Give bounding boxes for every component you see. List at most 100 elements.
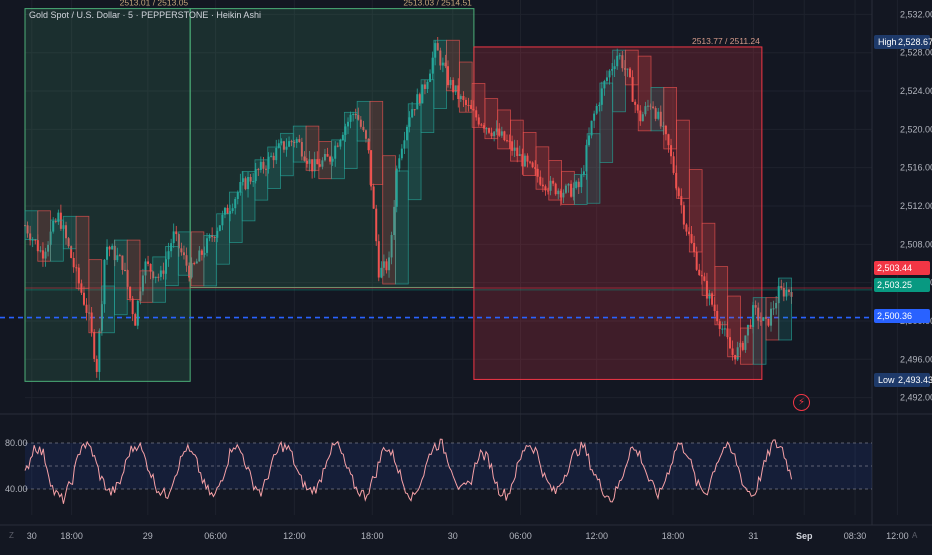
candle-body <box>188 265 191 278</box>
candle-body <box>67 238 70 247</box>
candle-body <box>239 181 242 193</box>
candle-body <box>116 255 119 261</box>
candle-body <box>567 183 570 186</box>
timezone-z-icon[interactable]: Z <box>9 531 14 540</box>
candle-body <box>705 280 708 299</box>
y-tick-label: 2,492.00 <box>900 393 932 403</box>
candle-body <box>403 140 406 149</box>
candle-body <box>544 186 547 191</box>
candle-body <box>693 242 696 252</box>
y-tick-label: 2,520.00 <box>900 124 932 134</box>
candle-body <box>682 205 685 225</box>
candle-body <box>229 211 232 214</box>
candle-body <box>154 276 157 279</box>
candle-body <box>226 207 229 214</box>
candle-body <box>247 177 250 190</box>
candle-body <box>434 43 437 58</box>
low-label: Low <box>878 375 895 385</box>
brick-block <box>535 146 550 190</box>
candle-body <box>385 261 388 271</box>
candle-body <box>536 168 539 177</box>
candle-body <box>198 250 201 262</box>
candle-body <box>180 248 183 253</box>
low-value: 2,493.43 <box>898 375 932 385</box>
candle-body <box>134 314 137 326</box>
candle-body <box>275 147 278 161</box>
x-tick-label: 06:00 <box>509 531 532 541</box>
candle-body <box>462 96 465 100</box>
candle-body <box>516 147 519 156</box>
candle-body <box>431 57 434 74</box>
candle-body <box>785 289 788 297</box>
candle-body <box>429 73 432 82</box>
candle-body <box>636 104 639 111</box>
candle-body <box>182 252 185 256</box>
high-price-tag: High2,528.67 <box>874 35 932 49</box>
candle-body <box>534 167 537 169</box>
candle-body <box>685 224 688 232</box>
candle-body <box>416 94 419 110</box>
legend-interval: 5 <box>128 10 134 20</box>
auto-scale-a-icon[interactable]: A <box>912 531 918 540</box>
candle-body <box>388 257 391 271</box>
candle-body <box>413 109 416 111</box>
candle-body <box>459 96 462 100</box>
candle-body <box>59 212 62 229</box>
candle-body <box>218 225 221 231</box>
candle-body <box>26 225 29 234</box>
candle-body <box>31 239 34 241</box>
candle-body <box>344 126 347 135</box>
candle-body <box>41 250 44 259</box>
candle-body <box>521 154 524 167</box>
brick-block <box>740 327 754 365</box>
candle-body <box>195 261 198 264</box>
candle-body <box>729 337 732 349</box>
candle-body <box>177 234 180 249</box>
candle-body <box>423 84 426 89</box>
candle-body <box>121 255 124 270</box>
lightning-icon[interactable]: ⚡ <box>793 394 810 411</box>
candle-body <box>170 243 173 252</box>
candle-body <box>559 190 562 198</box>
brick-block <box>561 170 575 205</box>
x-tick-label: 06:00 <box>204 531 227 541</box>
candle-body <box>605 77 608 81</box>
candle-body <box>577 181 580 188</box>
candle-body <box>588 135 591 146</box>
x-tick-label: 08:30 <box>844 531 867 541</box>
candle-body <box>152 271 155 279</box>
candle-body <box>77 267 80 284</box>
candle-body <box>623 68 626 70</box>
candle-body <box>490 132 493 137</box>
candle-body <box>449 80 452 86</box>
candle-body <box>57 212 60 222</box>
candle-body <box>641 114 644 122</box>
candle-body <box>241 178 244 182</box>
candle-body <box>359 119 362 127</box>
candle-body <box>621 55 624 69</box>
candle-body <box>98 330 101 372</box>
brick-block <box>165 246 179 287</box>
candle-body <box>426 81 429 89</box>
brick-block <box>522 131 537 176</box>
candle-body <box>141 275 144 292</box>
candle-body <box>106 246 109 260</box>
candle-body <box>503 131 506 141</box>
candle-body <box>262 161 265 169</box>
brick-block <box>37 210 51 262</box>
candle-body <box>185 255 188 266</box>
x-tick-label: Sep <box>796 531 813 541</box>
range-box-label: 2513.01 / 2513.05 <box>120 0 189 8</box>
candle-body <box>393 206 396 236</box>
candle-body <box>736 347 739 360</box>
brick-block <box>126 239 141 300</box>
candle-body <box>523 155 526 167</box>
candle-body <box>444 62 447 67</box>
candle-body <box>70 246 73 258</box>
candle-body <box>746 324 749 336</box>
candle-body <box>167 251 170 260</box>
candle-body <box>372 186 375 209</box>
brick-block <box>650 87 665 132</box>
